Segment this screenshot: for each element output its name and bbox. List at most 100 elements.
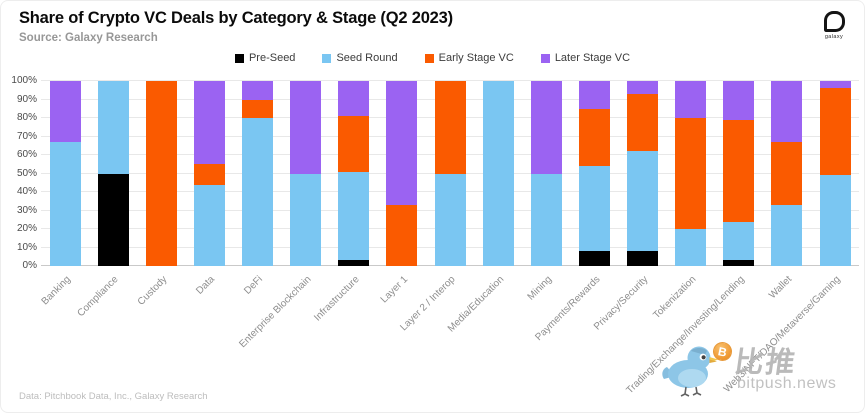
bar-slot xyxy=(522,81,570,266)
x-category-label: Compliance xyxy=(75,274,121,320)
bar-segment-seed-round xyxy=(771,204,803,266)
bar-segment-pre-seed xyxy=(627,251,659,266)
bar-slot xyxy=(330,81,378,266)
bar-segment-seed-round xyxy=(434,173,466,266)
bar-segment-seed-round xyxy=(482,81,514,266)
legend-label: Pre-Seed xyxy=(248,52,296,64)
bar-segment-later-stage-vc xyxy=(819,81,851,89)
galaxy-logo: galaxy xyxy=(817,11,851,40)
stacked-bar-banking xyxy=(49,81,81,266)
bar-slot xyxy=(89,81,137,266)
stacked-bar-infrastructure xyxy=(338,81,370,266)
bar-segment-pre-seed xyxy=(97,173,129,266)
galaxy-logo-word: galaxy xyxy=(824,34,844,40)
bar-slot xyxy=(234,81,282,266)
y-tick-label: 0% xyxy=(22,260,37,271)
legend-label: Later Stage VC xyxy=(554,52,631,64)
bar-slot xyxy=(282,81,330,266)
x-category-label: Custody xyxy=(135,274,170,308)
stacked-bar-media-education xyxy=(482,81,514,266)
bar-segment-seed-round xyxy=(723,221,755,261)
bar-slot xyxy=(378,81,426,266)
bar-segment-early-stage-vc xyxy=(242,99,274,118)
bar-slot xyxy=(715,81,763,266)
bar-segment-seed-round xyxy=(242,118,274,266)
bar-slot xyxy=(41,81,89,266)
stacked-bar-tokenization xyxy=(675,81,707,266)
stacked-bar-trading-exchange-investing-lending xyxy=(723,81,755,266)
chart-legend: Pre-Seed Seed Round Early Stage VC Later St… xyxy=(1,52,864,64)
bar-segment-seed-round xyxy=(819,175,851,266)
legend-label: Seed Round xyxy=(336,52,398,64)
bar-slot xyxy=(763,81,811,266)
y-tick-label: 50% xyxy=(16,167,37,179)
stacked-bar-compliance xyxy=(97,81,129,266)
x-category-label: Tokenization xyxy=(651,274,699,322)
bar-segment-early-stage-vc xyxy=(819,88,851,176)
stacked-bar-data xyxy=(193,81,225,266)
bar-segment-pre-seed xyxy=(723,260,755,266)
bar-slot xyxy=(185,81,233,266)
bar-segment-later-stage-vc xyxy=(386,81,418,205)
y-tick-label: 60% xyxy=(16,149,37,160)
bar-segment-seed-round xyxy=(49,142,81,266)
galaxy-logo-icon xyxy=(823,11,845,32)
legend-swatch-icon xyxy=(424,53,434,63)
legend-swatch-icon xyxy=(322,53,332,63)
bar-segment-later-stage-vc xyxy=(627,81,659,94)
bar-segment-seed-round xyxy=(97,81,129,174)
bar-segment-later-stage-vc xyxy=(723,81,755,120)
stacked-bar-custody xyxy=(145,81,177,266)
bar-segment-early-stage-vc xyxy=(771,142,803,205)
y-tick-label: 10% xyxy=(16,241,37,253)
bar-segment-later-stage-vc xyxy=(578,81,610,109)
x-category-label: Layer 1 xyxy=(378,274,410,306)
bar-segment-seed-round xyxy=(193,184,225,266)
stacked-bar-web3-nft-dao-metaverse-gaming xyxy=(819,81,851,266)
bar-segment-seed-round xyxy=(338,171,370,261)
y-axis: 0% 10% 20% 30% 40% 50% 60% 70% 80% 90% 100% xyxy=(1,76,37,271)
bar-segment-seed-round xyxy=(627,151,659,252)
y-tick-label: 90% xyxy=(16,93,37,105)
bar-segment-early-stage-vc xyxy=(578,108,610,167)
x-category-label: Mining xyxy=(525,274,555,303)
bar-segment-later-stage-vc xyxy=(242,81,274,100)
stacked-bar-defi xyxy=(242,81,274,266)
legend-item: Seed Round xyxy=(322,52,398,64)
bar-segment-later-stage-vc xyxy=(49,81,81,143)
x-category-label: DeFi xyxy=(242,274,266,297)
bar-segment-later-stage-vc xyxy=(530,81,562,174)
stacked-bar-wallet xyxy=(771,81,803,266)
bar-segment-early-stage-vc xyxy=(627,93,659,152)
x-category-label: Banking xyxy=(39,274,73,308)
bar-segment-pre-seed xyxy=(338,260,370,266)
watermark-domain: bitpush.news xyxy=(737,375,837,392)
bar-slot xyxy=(570,81,618,266)
stacked-bar-privacy-security xyxy=(627,81,659,266)
stacked-bar-enterprise-blockchain xyxy=(290,81,322,266)
x-category-label: Data xyxy=(194,274,218,297)
y-tick-label: 30% xyxy=(16,204,37,216)
stacked-bar-layer-2-interop xyxy=(434,81,466,266)
bar-segment-early-stage-vc xyxy=(193,164,225,185)
page-subtitle: Source: Galaxy Research xyxy=(19,32,158,44)
stacked-bar-payments-rewards xyxy=(578,81,610,266)
y-tick-label: 20% xyxy=(16,223,37,234)
bar-slot xyxy=(619,81,667,266)
bar-segment-seed-round xyxy=(290,173,322,266)
bar-segment-later-stage-vc xyxy=(193,81,225,165)
bar-segment-early-stage-vc xyxy=(338,116,370,172)
y-tick-label: 70% xyxy=(16,130,37,142)
bar-segment-later-stage-vc xyxy=(675,81,707,118)
y-tick-label: 80% xyxy=(16,112,37,123)
bar-slot xyxy=(474,81,522,266)
bar-segment-later-stage-vc xyxy=(338,81,370,117)
bar-segment-seed-round xyxy=(530,173,562,266)
bar-segment-early-stage-vc xyxy=(386,204,418,266)
footer-source: Data: Pitchbook Data, Inc., Galaxy Resea… xyxy=(19,391,208,402)
bar-segment-early-stage-vc xyxy=(434,81,466,174)
bar-slot xyxy=(667,81,715,266)
stacked-bar-mining xyxy=(530,81,562,266)
watermark: B 比推 bitpush.news xyxy=(661,337,861,407)
